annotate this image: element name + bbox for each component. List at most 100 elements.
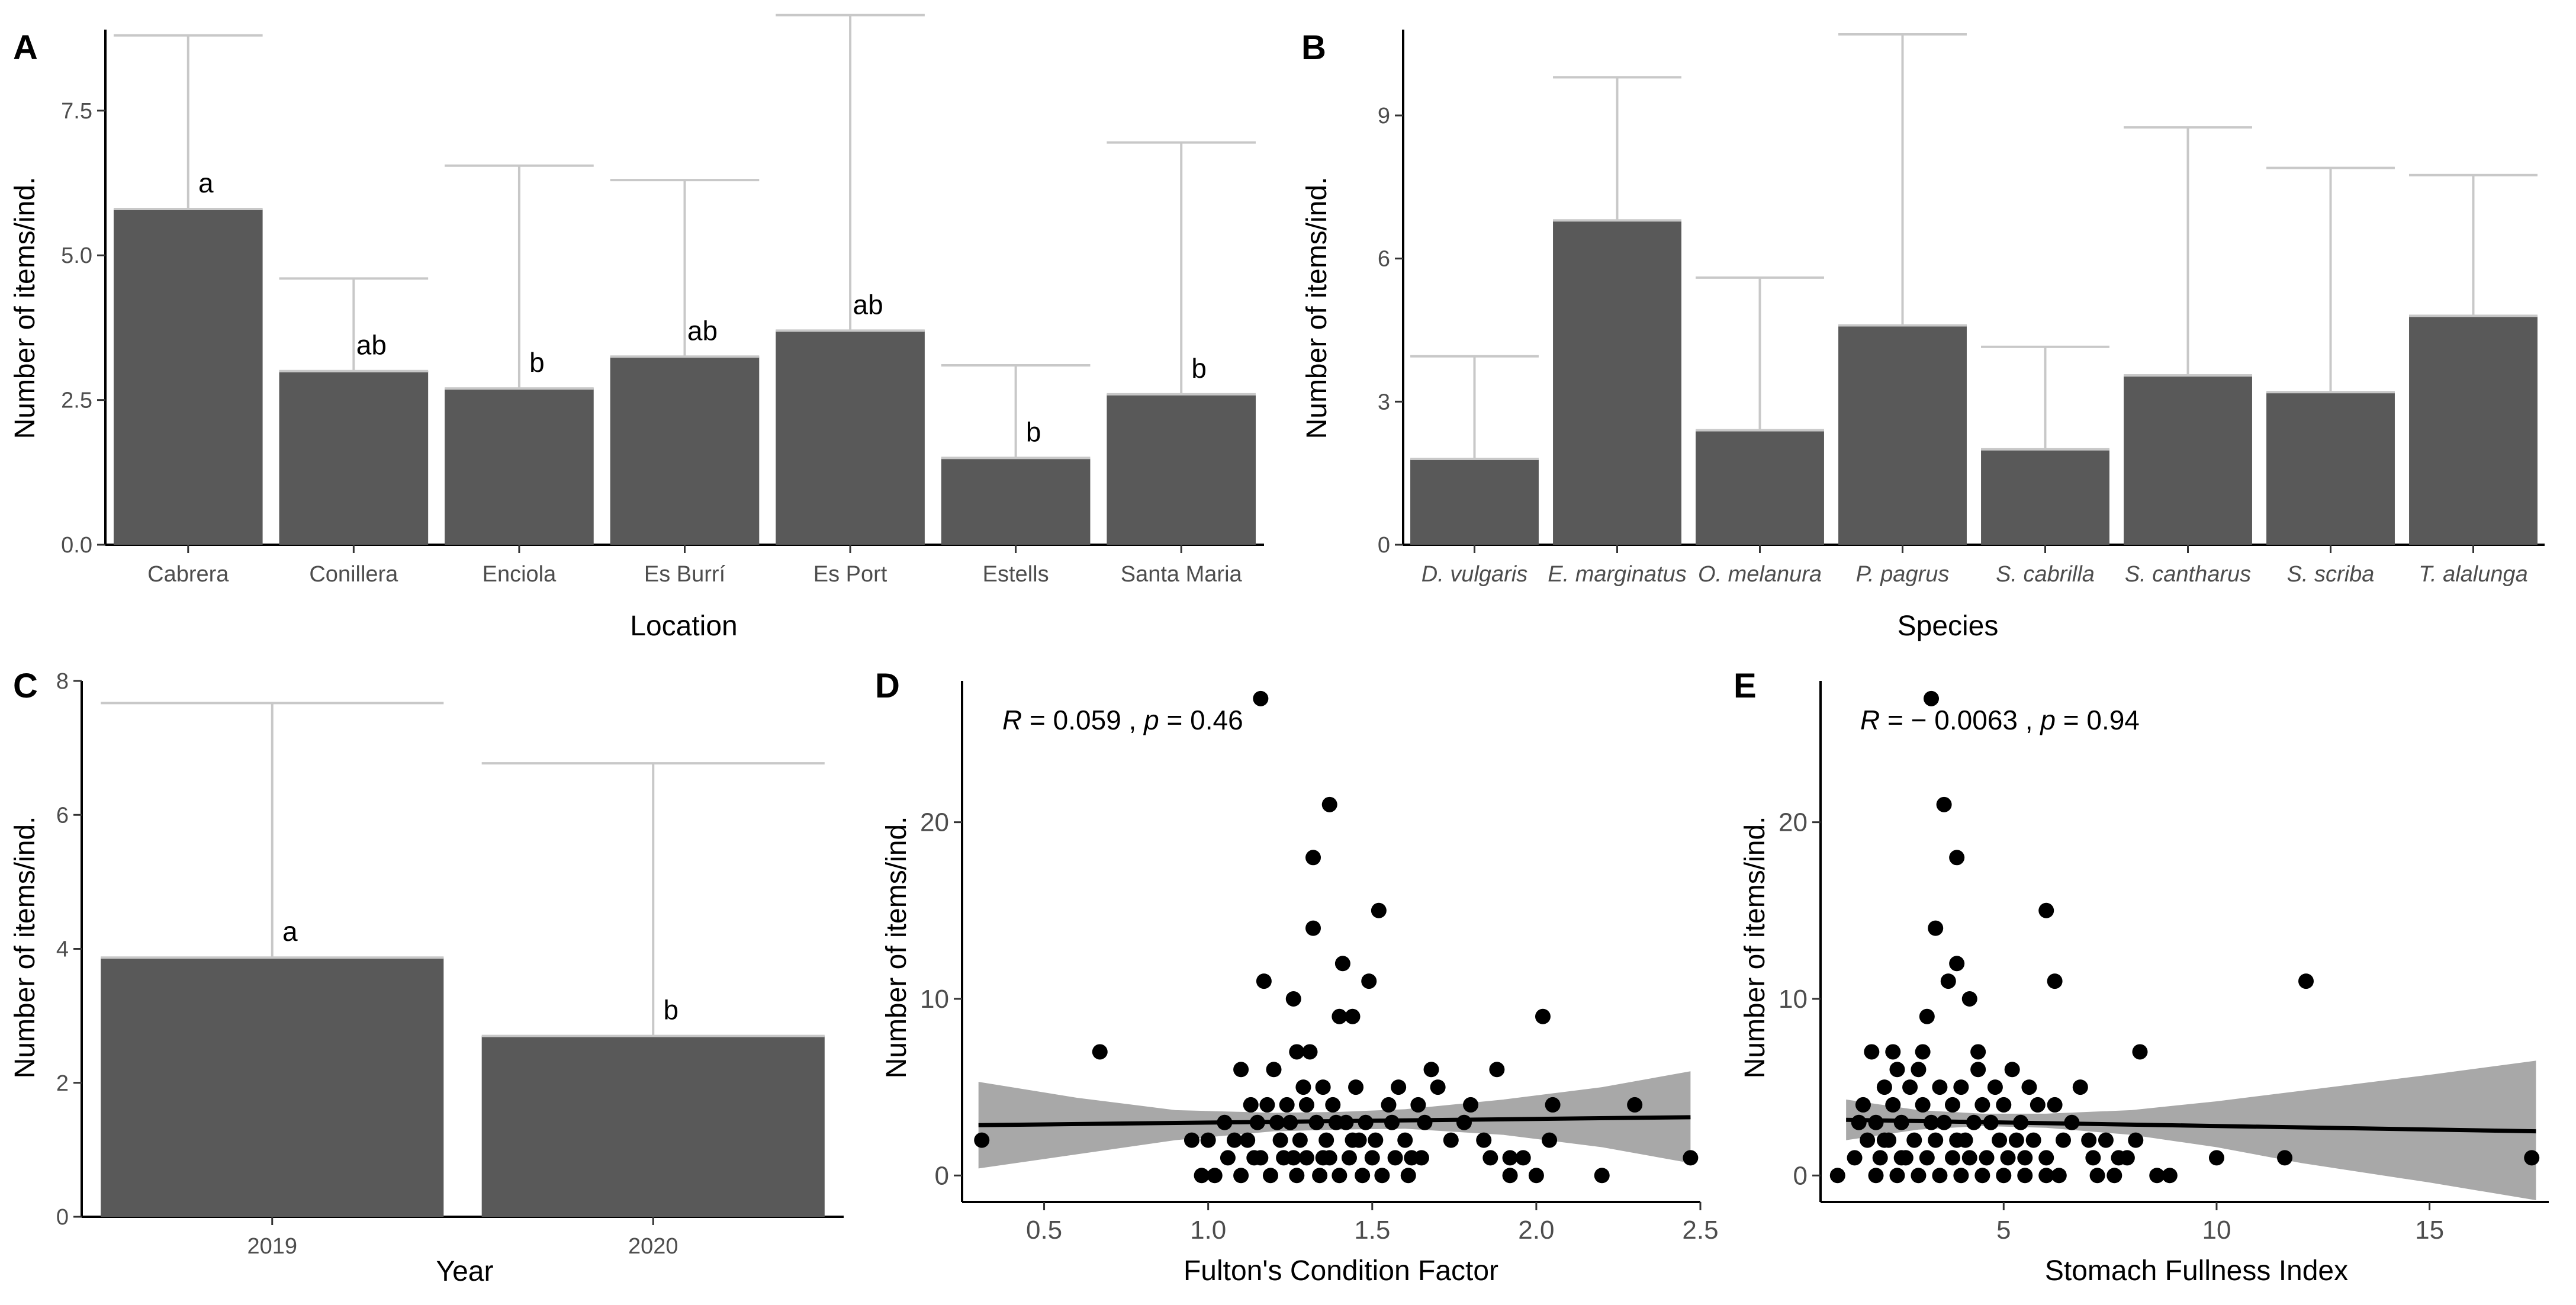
data-point-d xyxy=(1463,1097,1479,1113)
significance-letter-a: ab xyxy=(687,315,718,346)
data-point-e xyxy=(1979,1150,1995,1166)
data-point-e xyxy=(1992,1132,2008,1148)
data-point-d xyxy=(1262,1168,1278,1184)
data-point-d xyxy=(1502,1168,1518,1184)
y-tick-label-b: 9 xyxy=(1378,104,1390,128)
data-point-e xyxy=(1906,1132,1922,1148)
data-point-d xyxy=(1417,1114,1433,1130)
data-point-d xyxy=(1391,1079,1407,1095)
stat-annotation-e: R = − 0.0063 , p = 0.94 xyxy=(1860,705,2140,735)
panel-e: E 0 10 20 5 10 15 Stomach Fullness Index Numb… xyxy=(1734,667,2549,1287)
data-point-e xyxy=(2038,1150,2054,1166)
y-tick-label-d: 0 xyxy=(935,1161,949,1190)
x-tick-label-e: 5 xyxy=(1996,1216,2011,1245)
data-point-d xyxy=(1292,1132,1308,1148)
data-point-e xyxy=(2047,973,2063,989)
data-point-d xyxy=(1361,973,1377,989)
significance-letter-a: b xyxy=(1191,353,1207,384)
data-point-d xyxy=(1285,991,1301,1007)
data-point-e xyxy=(1864,1044,1880,1060)
data-point-e xyxy=(1902,1079,1918,1095)
data-point-e xyxy=(1949,1132,1965,1148)
data-point-e xyxy=(2072,1079,2088,1095)
p-value-e: = 0.94 xyxy=(2056,705,2140,735)
data-point-e xyxy=(1940,973,1956,989)
data-point-e xyxy=(1889,1062,1905,1078)
data-point-e xyxy=(1953,1079,1969,1095)
data-point-e xyxy=(1885,1097,1901,1113)
bar-c xyxy=(101,957,444,1217)
x-tick-label-d: 2.5 xyxy=(1682,1216,1718,1245)
data-point-e xyxy=(2021,1079,2037,1095)
data-point-d xyxy=(1315,1079,1331,1095)
data-point-d xyxy=(1256,973,1272,989)
y-tick-label-e: 20 xyxy=(1779,808,1808,837)
data-point-e xyxy=(1996,1168,2012,1184)
data-point-d xyxy=(1430,1079,1446,1095)
data-point-e xyxy=(2017,1168,2033,1184)
data-point-d xyxy=(1345,1132,1361,1148)
data-point-e xyxy=(2047,1097,2063,1113)
data-point-d xyxy=(1312,1168,1328,1184)
y-tick-label-d: 20 xyxy=(920,808,949,837)
x-tick-label-a: Conillera xyxy=(309,562,398,587)
data-point-e xyxy=(1893,1150,1909,1166)
data-point-e xyxy=(1932,1079,1948,1095)
data-point-d xyxy=(1298,1097,1314,1113)
data-point-e xyxy=(1860,1132,1876,1148)
data-point-d xyxy=(1240,1132,1256,1148)
data-point-d xyxy=(1279,1097,1295,1113)
panel-b: B 0 3 6 9 D. vulgaris E. marginatus O. melanur… xyxy=(1301,28,2545,642)
p-value-d: = 0.46 xyxy=(1159,705,1243,735)
data-point-e xyxy=(1949,850,1965,866)
regression-line-e xyxy=(1846,1117,2536,1134)
bar-a xyxy=(941,458,1091,545)
panel-d: D 0 10 20 0.5 1.0 1.5 2.0 2.5 Fulton's Conditio… xyxy=(875,667,1719,1287)
y-tick-label-c: 6 xyxy=(56,803,69,828)
data-point-d xyxy=(1423,1062,1439,1078)
data-point-d xyxy=(1194,1168,1210,1184)
significance-letter-a: b xyxy=(529,347,545,378)
data-point-d xyxy=(1259,1097,1275,1113)
data-point-d xyxy=(1233,1168,1249,1184)
y-tick-label-c: 4 xyxy=(56,937,69,962)
x-tick-label-b: T. alalunga xyxy=(2419,562,2528,587)
data-point-d xyxy=(1243,1097,1259,1113)
data-point-e xyxy=(2098,1132,2114,1148)
bar-b xyxy=(1696,430,1824,545)
x-axis-title-d: Fulton's Condition Factor xyxy=(1184,1255,1498,1287)
data-point-e xyxy=(1949,956,1965,972)
x-tick-label-a: Enciola xyxy=(483,562,557,587)
data-point-e xyxy=(2038,1168,2054,1184)
data-point-e xyxy=(1851,1114,1867,1130)
data-point-e xyxy=(1872,1150,1888,1166)
data-point-e xyxy=(1915,1044,1931,1060)
significance-letter-c: b xyxy=(663,995,678,1026)
data-point-e xyxy=(1889,1168,1905,1184)
data-point-d xyxy=(1364,1150,1380,1166)
panel-a: A 0.0 2.5 5.0 7.5 Cabrera a Conillera ab Enciola… xyxy=(9,14,1264,642)
data-point-d xyxy=(1371,902,1387,918)
bar-b xyxy=(1553,220,1681,545)
data-point-d xyxy=(1321,796,1337,812)
plot-e: 0 10 20 5 10 15 xyxy=(1779,681,2549,1245)
data-point-d xyxy=(1542,1132,1558,1148)
y-axis-title-a: Number of items/ind. xyxy=(9,177,41,439)
x-axis-title-c: Year xyxy=(436,1256,494,1287)
r-value-d: = 0.059 , xyxy=(1022,705,1144,735)
bar-b xyxy=(1410,459,1539,545)
data-point-e xyxy=(2277,1150,2293,1166)
data-point-e xyxy=(1974,1168,1990,1184)
data-point-e xyxy=(1855,1097,1871,1113)
y-tick-label-e: 10 xyxy=(1779,985,1808,1014)
data-point-e xyxy=(2004,1062,2020,1078)
y-axis-title-d: Number of items/ind. xyxy=(881,817,912,1079)
data-point-e xyxy=(2025,1132,2041,1148)
data-point-e xyxy=(1970,1062,1986,1078)
x-axis-title-e: Stomach Fullness Index xyxy=(2045,1255,2348,1287)
y-tick-label-a: 0.0 xyxy=(61,533,92,558)
y-axis-title-c: Number of items/ind. xyxy=(9,817,41,1079)
data-point-d xyxy=(1535,1008,1551,1024)
bar-b xyxy=(1981,449,2109,545)
